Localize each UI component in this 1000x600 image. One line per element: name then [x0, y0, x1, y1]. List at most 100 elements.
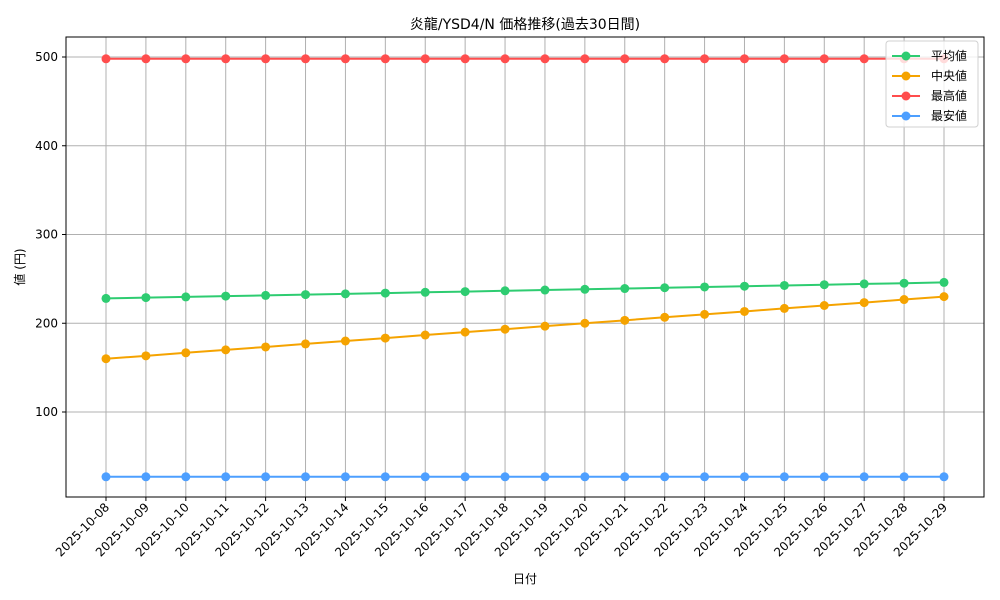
data-point: [340, 336, 350, 346]
data-point: [380, 333, 390, 343]
data-point: [580, 284, 590, 294]
data-point: [819, 472, 829, 482]
data-point: [819, 280, 829, 290]
data-point: [460, 54, 470, 64]
data-point: [660, 283, 670, 293]
data-point: [540, 285, 550, 295]
legend-marker-icon: [901, 111, 911, 121]
data-point: [739, 472, 749, 482]
data-point: [301, 472, 311, 482]
data-point: [221, 472, 231, 482]
data-point: [739, 306, 749, 316]
data-point: [859, 279, 869, 289]
data-point: [540, 472, 550, 482]
data-point: [819, 54, 829, 64]
legend-item: 最安値: [892, 108, 967, 123]
chart-title: 炎龍/YSD4/N 価格推移(過去30日間): [410, 16, 640, 33]
data-point: [380, 472, 390, 482]
legend-marker-icon: [901, 71, 911, 81]
data-point: [819, 301, 829, 310]
data-point: [181, 472, 191, 482]
legend-marker-icon: [901, 91, 911, 101]
data-point: [261, 342, 271, 352]
y-tick-label: 400: [35, 139, 58, 153]
data-point: [101, 472, 111, 482]
y-tick-label: 200: [35, 316, 58, 330]
data-point: [301, 339, 311, 349]
data-point: [141, 351, 151, 361]
data-point: [261, 472, 271, 482]
data-point: [460, 327, 470, 337]
data-point: [301, 290, 311, 300]
data-point: [420, 287, 430, 297]
data-point: [779, 54, 789, 64]
y-tick-label: 100: [35, 405, 58, 419]
series-2: [101, 54, 949, 64]
data-point: [899, 295, 909, 305]
data-point: [899, 278, 909, 288]
data-point: [779, 303, 789, 313]
data-point: [739, 281, 749, 291]
data-point: [101, 354, 111, 364]
data-point: [700, 282, 710, 292]
data-point: [181, 292, 191, 302]
data-point: [500, 472, 510, 482]
legend-item: 平均値: [892, 48, 967, 63]
data-point: [181, 348, 191, 358]
data-point: [660, 472, 670, 482]
series-line: [105, 295, 945, 360]
data-point: [181, 54, 191, 64]
data-point: [939, 472, 949, 482]
data-point: [620, 315, 630, 325]
legend-marker-icon: [901, 51, 911, 61]
data-point: [620, 54, 630, 64]
data-point: [700, 309, 710, 319]
y-axis-label: 値 (円): [12, 248, 27, 285]
series-line: [105, 281, 945, 300]
legend-label: 中央値: [931, 68, 967, 83]
data-point: [340, 54, 350, 64]
data-point: [859, 54, 869, 64]
data-point: [500, 324, 510, 334]
series-layer: [101, 54, 949, 482]
data-point: [580, 472, 590, 482]
data-point: [141, 472, 151, 482]
series-3: [101, 472, 949, 482]
data-point: [340, 472, 350, 482]
data-point: [540, 54, 550, 64]
data-point: [700, 472, 710, 482]
data-point: [221, 345, 231, 355]
data-point: [301, 54, 311, 64]
y-tick-label: 300: [35, 228, 58, 242]
data-point: [620, 284, 630, 294]
data-point: [340, 289, 350, 299]
data-point: [700, 54, 710, 64]
data-point: [500, 54, 510, 64]
data-point: [859, 298, 869, 308]
data-point: [420, 54, 430, 64]
data-point: [859, 472, 869, 482]
series-1: [101, 292, 949, 364]
legend-item: 中央値: [892, 68, 967, 83]
data-point: [779, 280, 789, 290]
data-point: [141, 54, 151, 64]
data-point: [141, 293, 151, 303]
data-point: [779, 472, 789, 482]
data-point: [899, 472, 909, 482]
series-0: [101, 277, 949, 303]
data-point: [221, 54, 231, 64]
data-point: [460, 287, 470, 297]
legend-box: [885, 40, 979, 128]
data-point: [221, 291, 231, 301]
grid-lines: [66, 37, 984, 497]
data-point: [620, 472, 630, 482]
legend-label: 最高値: [931, 88, 967, 103]
legend-item: 最高値: [892, 88, 967, 103]
y-tick-label: 500: [35, 50, 58, 64]
data-point: [580, 318, 590, 328]
legend-label: 最安値: [931, 108, 967, 123]
data-point: [660, 312, 670, 322]
legend-label: 平均値: [931, 48, 967, 63]
data-point: [261, 54, 271, 64]
